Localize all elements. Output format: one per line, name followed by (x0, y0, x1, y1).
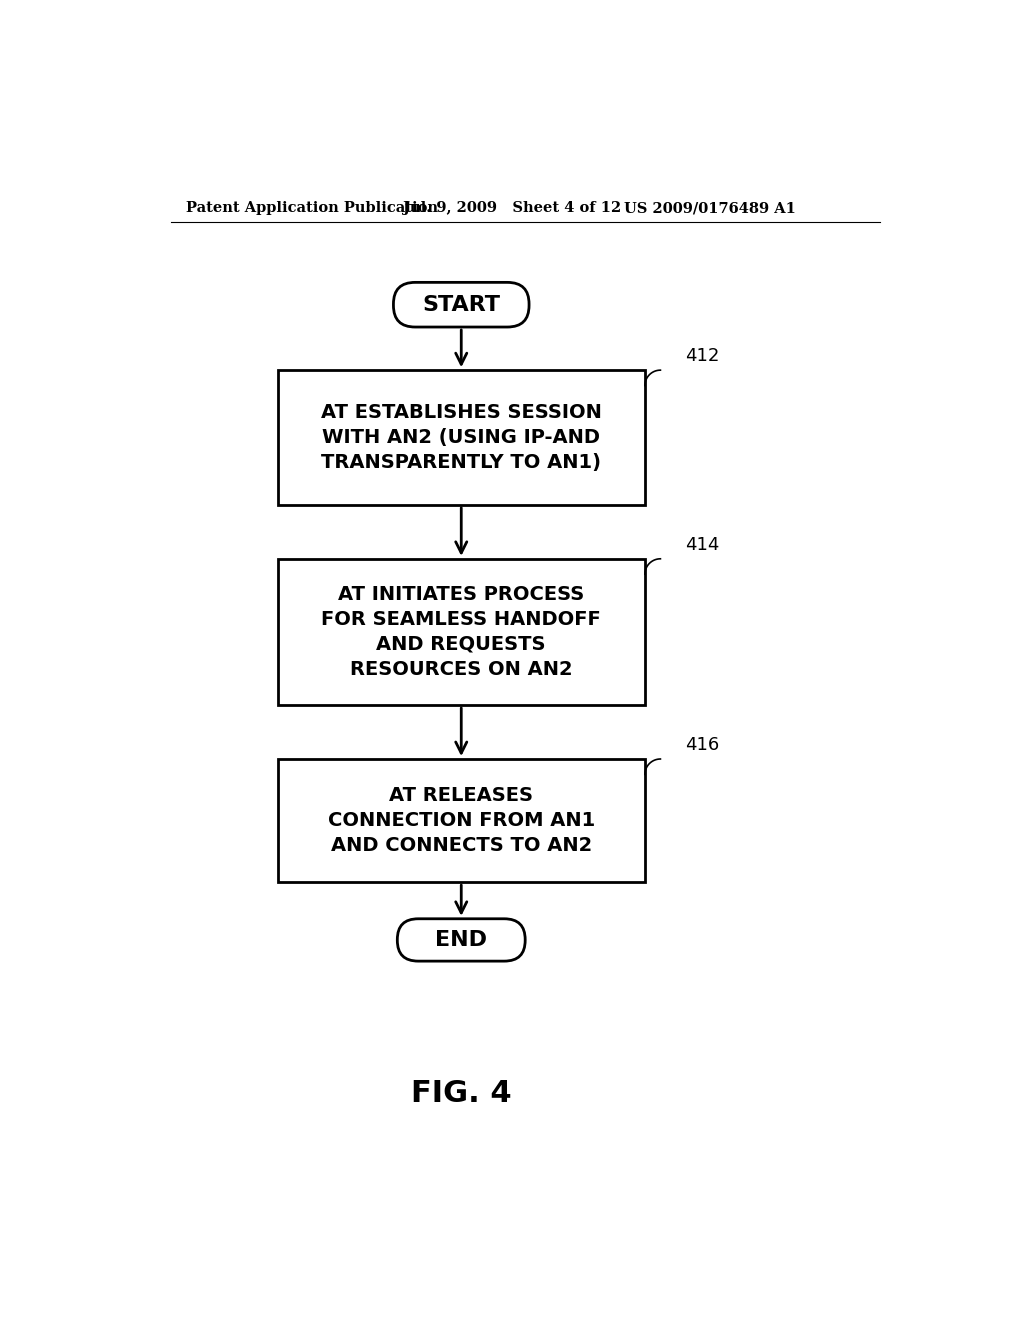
Text: Jul. 9, 2009   Sheet 4 of 12: Jul. 9, 2009 Sheet 4 of 12 (403, 202, 622, 215)
Text: US 2009/0176489 A1: US 2009/0176489 A1 (624, 202, 796, 215)
Bar (278, 759, 645, 882)
Text: AT INITIATES PROCESS
FOR SEAMLESS HANDOFF
AND REQUESTS
RESOURCES ON AN2: AT INITIATES PROCESS FOR SEAMLESS HANDOF… (322, 585, 601, 678)
Text: AT ESTABLISHES SESSION
WITH AN2 (USING IP-AND
TRANSPARENTLY TO AN1): AT ESTABLISHES SESSION WITH AN2 (USING I… (321, 403, 602, 473)
Bar (278, 558, 645, 705)
Text: Patent Application Publication: Patent Application Publication (186, 202, 438, 215)
Text: 414: 414 (685, 536, 720, 554)
Text: AT RELEASES
CONNECTION FROM AN1
AND CONNECTS TO AN2: AT RELEASES CONNECTION FROM AN1 AND CONN… (328, 787, 595, 855)
FancyBboxPatch shape (393, 282, 529, 327)
Bar (278, 370, 645, 506)
Text: FIG. 4: FIG. 4 (411, 1080, 512, 1109)
Text: 416: 416 (685, 737, 720, 754)
Text: START: START (422, 294, 501, 314)
Text: END: END (435, 931, 487, 950)
Text: 412: 412 (685, 347, 720, 366)
FancyBboxPatch shape (397, 919, 525, 961)
